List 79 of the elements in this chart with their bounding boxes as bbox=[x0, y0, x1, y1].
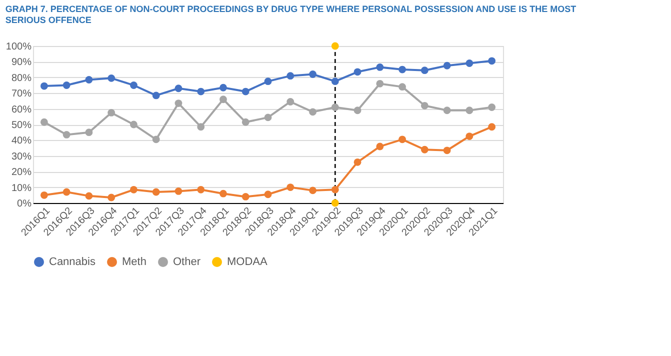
y-tick-label: 40% bbox=[11, 136, 32, 147]
point bbox=[197, 88, 205, 96]
point bbox=[376, 142, 384, 150]
y-tick-label: 50% bbox=[11, 120, 32, 131]
point bbox=[130, 120, 138, 128]
point bbox=[40, 191, 48, 199]
y-tick-label: 0% bbox=[17, 198, 32, 210]
legend-label: Cannabis bbox=[49, 256, 96, 268]
point bbox=[152, 188, 160, 196]
point bbox=[443, 106, 451, 114]
point bbox=[354, 158, 362, 166]
y-tick-label: 70% bbox=[11, 88, 32, 100]
point bbox=[488, 123, 496, 131]
point bbox=[466, 132, 474, 140]
point bbox=[443, 146, 451, 154]
point bbox=[420, 102, 428, 110]
point bbox=[220, 96, 227, 104]
point bbox=[398, 66, 406, 74]
point bbox=[443, 62, 451, 70]
point bbox=[466, 106, 474, 114]
point bbox=[420, 66, 428, 74]
point bbox=[152, 136, 160, 144]
point bbox=[108, 109, 116, 116]
point bbox=[62, 188, 70, 196]
y-tick-label: 60% bbox=[11, 104, 32, 116]
point bbox=[488, 104, 496, 111]
point bbox=[174, 188, 182, 195]
point bbox=[85, 128, 93, 136]
point bbox=[286, 72, 294, 80]
point bbox=[197, 186, 205, 194]
point bbox=[376, 63, 384, 71]
point bbox=[85, 76, 93, 84]
point bbox=[242, 118, 250, 126]
y-tick-label: 30% bbox=[11, 151, 32, 162]
point bbox=[331, 186, 339, 194]
point bbox=[62, 82, 70, 89]
y-tick-label: 10% bbox=[11, 182, 32, 194]
point bbox=[130, 186, 138, 194]
point bbox=[488, 57, 496, 65]
y-tick-label: 90% bbox=[11, 57, 32, 68]
point bbox=[286, 184, 294, 191]
point bbox=[354, 106, 362, 114]
point bbox=[108, 74, 116, 82]
y-tick-label: 80% bbox=[11, 72, 32, 84]
point bbox=[264, 114, 272, 122]
point bbox=[354, 68, 362, 76]
legend-label: Other bbox=[173, 256, 201, 268]
legend-label: Meth bbox=[122, 256, 146, 268]
point bbox=[220, 84, 227, 92]
point bbox=[85, 192, 93, 200]
legend-label: MODAA bbox=[227, 256, 268, 268]
point bbox=[309, 108, 316, 116]
point bbox=[242, 88, 250, 96]
point bbox=[130, 82, 138, 89]
point bbox=[62, 131, 70, 138]
point bbox=[466, 60, 474, 67]
point bbox=[420, 146, 428, 154]
point bbox=[264, 78, 272, 86]
point bbox=[174, 100, 182, 108]
point bbox=[40, 118, 48, 126]
point bbox=[152, 92, 160, 100]
point bbox=[108, 194, 116, 202]
point bbox=[398, 83, 406, 91]
point bbox=[376, 80, 384, 88]
point bbox=[398, 136, 406, 144]
point bbox=[309, 186, 316, 194]
chart-title: GRAPH 7. PERCENTAGE OF NON-COURT PROCEEDINGS BY DRUG TYPE WHERE PERSONAL POSSESSION AND USE IS THE MOST SERIOUS OFFENCE bbox=[5, 4, 577, 25]
point bbox=[309, 70, 316, 78]
point bbox=[331, 104, 339, 111]
y-tick-label: 20% bbox=[11, 167, 32, 178]
y-tick-label: 100% bbox=[6, 42, 32, 52]
point bbox=[220, 190, 227, 198]
point bbox=[286, 98, 294, 106]
point bbox=[264, 190, 272, 198]
point bbox=[174, 84, 182, 92]
point bbox=[40, 82, 48, 90]
point bbox=[242, 193, 250, 200]
point bbox=[331, 78, 339, 86]
point bbox=[197, 123, 205, 131]
